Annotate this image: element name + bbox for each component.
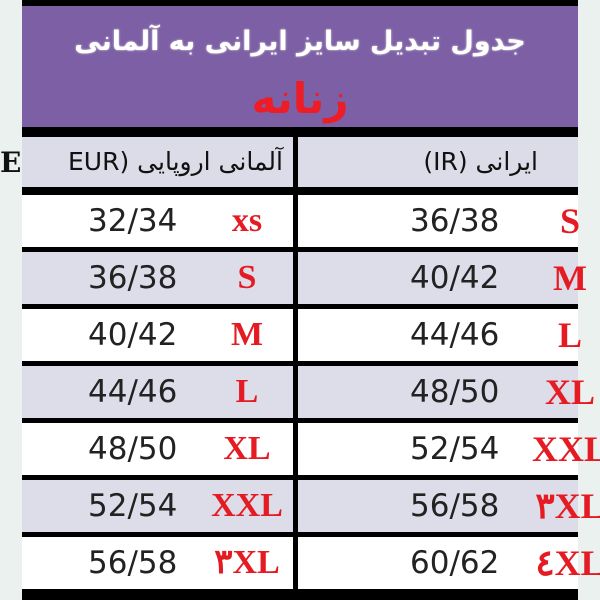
eur-cell: 40/42 M <box>22 309 293 361</box>
ir-size-number: 60/62 <box>410 545 500 581</box>
ir-size-letter: S <box>559 201 581 241</box>
table-row: 36/38 S 40/42 M <box>22 252 587 304</box>
eur-size-letter: S <box>237 259 257 296</box>
eur-size-number: 32/34 <box>88 203 178 239</box>
ir-cell: 44/46 L <box>298 309 582 361</box>
ir-size-letter: XL <box>544 372 595 412</box>
eur-cell: 44/46 L <box>22 366 293 418</box>
ir-cell: 48/50 XL <box>298 366 595 418</box>
eur-size-number: 36/38 <box>88 260 178 296</box>
eur-size-number: 44/46 <box>88 374 178 410</box>
eur-size-number: 40/42 <box>88 317 178 353</box>
eur-size-letter: L <box>235 373 259 410</box>
ir-size-letter: L <box>557 315 582 355</box>
table-title: جدول تبدیل سایز ایرانی به آلمانی <box>74 26 526 57</box>
table-row: 44/46 L 48/50 XL <box>22 366 595 418</box>
column-header-eur-overflow: E <box>0 146 22 179</box>
eur-cell: 36/38 S <box>22 252 293 304</box>
column-header-eur: آلمانی اروپایی (EUR <box>22 137 293 187</box>
table-row: 52/54 XXL 56/58 ۳XL <box>22 480 600 532</box>
column-header-ir: ایرانی (IR) <box>298 137 578 187</box>
table-row: 32/34 xs 36/38 S <box>22 195 580 247</box>
ir-cell: 52/54 XXL <box>298 423 600 475</box>
ir-cell: 60/62 ٤XL <box>298 537 600 589</box>
eur-size-number: 52/54 <box>88 488 178 524</box>
ir-size-letter: ٤XL <box>535 543 600 583</box>
ir-size-number: 48/50 <box>410 374 500 410</box>
ir-cell: 40/42 M <box>298 252 587 304</box>
ir-size-letter: ۳XL <box>535 486 600 526</box>
eur-size-number: 56/58 <box>88 545 178 581</box>
eur-size-letter: XXL <box>211 487 283 524</box>
ir-size-number: 56/58 <box>410 488 500 524</box>
table-subtitle: زنانه <box>251 74 349 123</box>
table-row: 48/50 XL 52/54 XXL <box>22 423 600 475</box>
ir-size-number: 40/42 <box>410 260 500 296</box>
eur-size-letter: xs <box>231 202 263 239</box>
ir-size-number: 36/38 <box>410 203 500 239</box>
table-row: 40/42 M 44/46 L <box>22 309 582 361</box>
table-header: جدول تبدیل سایز ایرانی به آلمانی زنانه <box>22 6 578 127</box>
eur-cell: 56/58 ۳XL <box>22 537 293 589</box>
eur-cell: 32/34 xs <box>22 195 293 247</box>
ir-size-letter: M <box>553 258 587 298</box>
eur-size-letter: M <box>230 316 264 353</box>
ir-size-number: 52/54 <box>410 431 500 467</box>
ir-size-letter: XXL <box>531 429 600 469</box>
ir-size-number: 44/46 <box>410 317 500 353</box>
eur-size-letter: XL <box>223 430 271 467</box>
eur-size-letter: ۳XL <box>214 544 280 581</box>
ir-cell: 56/58 ۳XL <box>298 480 600 532</box>
eur-cell: 48/50 XL <box>22 423 293 475</box>
eur-size-number: 48/50 <box>88 431 178 467</box>
table-row: 56/58 ۳XL 60/62 ٤XL <box>22 537 600 589</box>
ir-cell: 36/38 S <box>298 195 580 247</box>
eur-cell: 52/54 XXL <box>22 480 293 532</box>
size-conversion-table: جدول تبدیل سایز ایرانی به آلمانی زنانه آ… <box>22 0 600 600</box>
